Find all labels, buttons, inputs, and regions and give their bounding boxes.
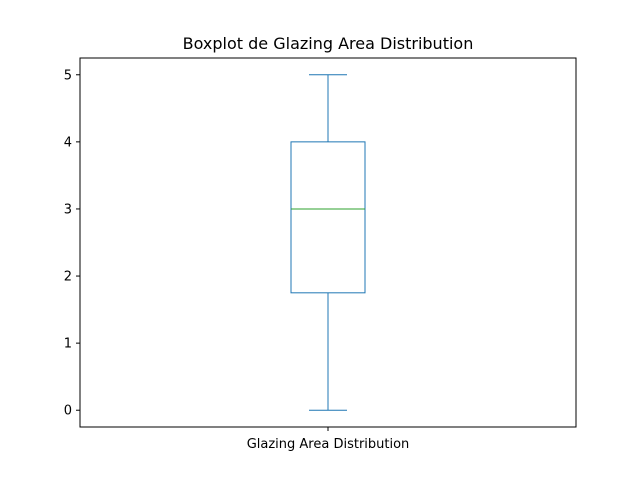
x-tick-label: Glazing Area Distribution (247, 437, 410, 452)
y-tick-label: 2 (64, 270, 72, 285)
plot-area: 0 1 2 3 4 5 Glazing Area Distribution (64, 57, 577, 452)
y-tick-label: 4 (64, 135, 72, 150)
iqr-box (290, 141, 366, 294)
y-tick-label: 3 (64, 202, 72, 217)
y-tick-label: 0 (64, 404, 72, 419)
chart-title: Boxplot de Glazing Area Distribution (183, 34, 474, 53)
y-tick-label: 1 (64, 337, 72, 352)
y-tick-label: 5 (64, 68, 72, 83)
